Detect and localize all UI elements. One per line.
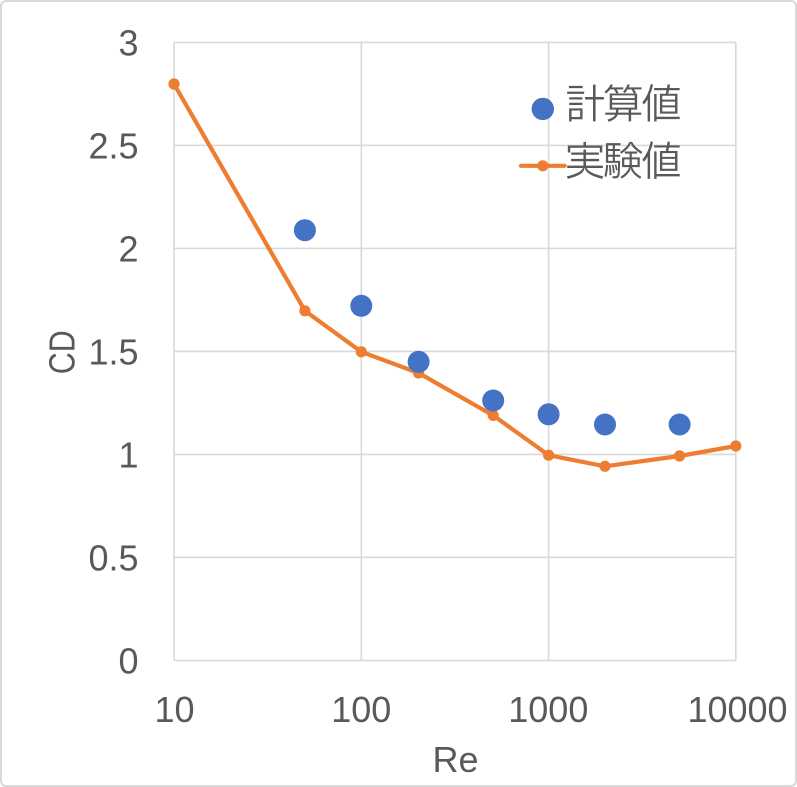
svg-text:1: 1 — [118, 435, 138, 476]
svg-text:1000: 1000 — [508, 689, 588, 730]
svg-text:CD: CD — [42, 330, 83, 374]
svg-text:0: 0 — [118, 641, 138, 682]
svg-text:10000: 10000 — [687, 689, 787, 730]
svg-text:2.5: 2.5 — [88, 126, 138, 167]
svg-text:3: 3 — [118, 23, 138, 64]
svg-text:100: 100 — [331, 689, 391, 730]
svg-text:0.5: 0.5 — [88, 538, 138, 579]
svg-text:1.5: 1.5 — [88, 332, 138, 373]
svg-text:2: 2 — [118, 229, 138, 270]
svg-text:Re: Re — [432, 739, 478, 780]
svg-text:10: 10 — [154, 689, 194, 730]
